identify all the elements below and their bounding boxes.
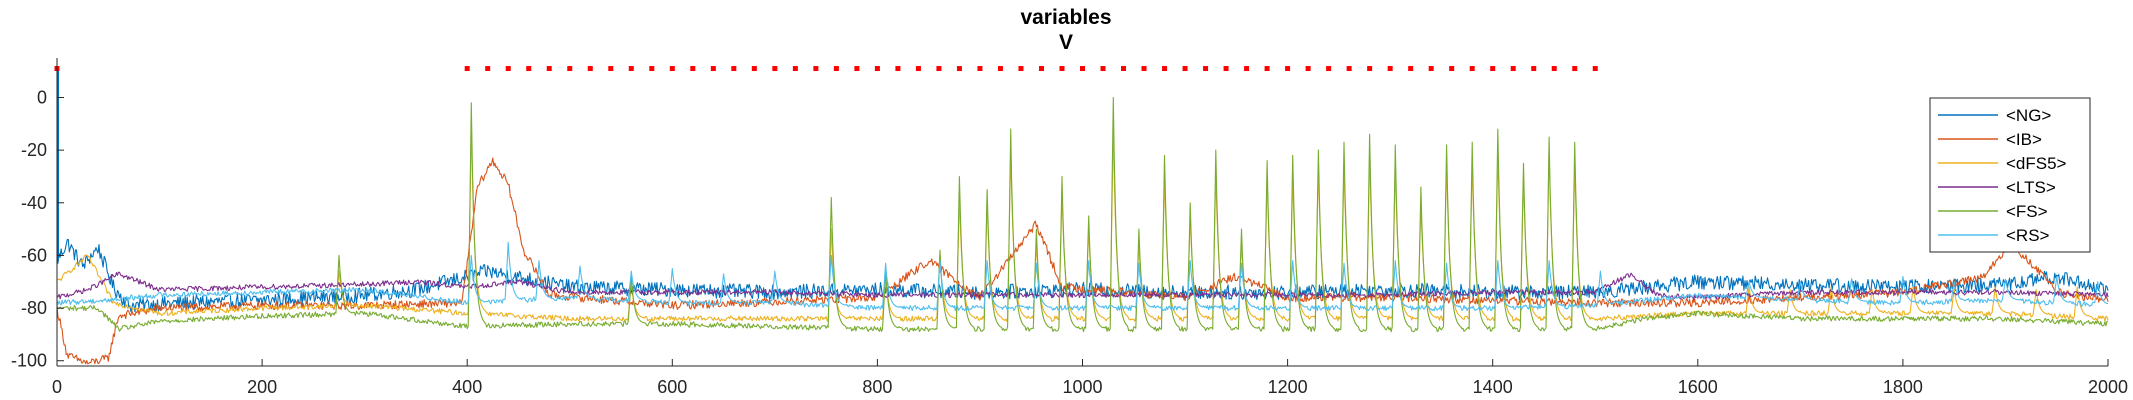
chart-title-line-2: V (1059, 31, 1073, 54)
series-line-fs (56, 96, 2108, 333)
stimulus-marker (1428, 66, 1434, 72)
stimulus-marker (1551, 66, 1557, 72)
stimulus-marker (1408, 66, 1414, 72)
stimulus-marker (690, 66, 696, 72)
stimulus-marker (731, 66, 737, 72)
stimulus-marker (1387, 66, 1393, 72)
series-line-lts (56, 271, 2109, 301)
stimulus-marker (1449, 66, 1455, 72)
stimulus-marker (874, 66, 880, 72)
stimulus-marker (936, 66, 942, 72)
stimulus-marker (1346, 66, 1352, 72)
stimulus-marker (1592, 66, 1598, 72)
series-line-rs (56, 241, 2108, 312)
stimulus-marker (1244, 66, 1250, 72)
stimulus-marker (669, 66, 675, 72)
legend-label: <RS> (2006, 226, 2050, 245)
stimulus-marker (485, 66, 491, 72)
stimulus-marker (751, 66, 757, 72)
chart-title-line-1: variables (1020, 6, 1111, 29)
x-tick-label: 1000 (1062, 377, 1102, 397)
y-tick-label: 0 (37, 87, 47, 107)
chart-title: variables V (1020, 6, 1111, 54)
axes: 0 200 400 600 800 1000 1200 1400 1600 1800 2000 0 -2… (11, 58, 2128, 397)
legend-label: <dFS5> (2006, 154, 2067, 173)
series-layer (56, 68, 2109, 365)
stimulus-marker (1018, 66, 1024, 72)
y-tick-label: -80 (21, 298, 47, 318)
stimulus-marker (1326, 66, 1332, 72)
stimulus-marker (1223, 66, 1229, 72)
stimulus-marker (1162, 66, 1168, 72)
legend-box (1929, 97, 2091, 253)
x-tick-label: 1800 (1883, 377, 1923, 397)
stimulus-marker (628, 66, 634, 72)
legend-label: <LTS> (2006, 178, 2056, 197)
stimulus-marker (895, 66, 901, 72)
stimulus-marker (1059, 66, 1065, 72)
stimulus-marker (1100, 66, 1106, 72)
y-tick-label: -40 (21, 193, 47, 213)
stimulus-marker (833, 66, 839, 72)
stimulus-marker (1305, 66, 1311, 72)
stimulus-marker (587, 66, 593, 72)
stimulus-marker (915, 66, 921, 72)
stimulus-marker (649, 66, 655, 72)
legend-label: <NG> (2006, 106, 2051, 125)
stimulus-marker (1490, 66, 1496, 72)
x-tick-label: 800 (862, 377, 892, 397)
stimulus-marker (1510, 66, 1516, 72)
x-tick-label: 200 (247, 377, 277, 397)
x-tick-label: 1200 (1268, 377, 1308, 397)
stimulus-marker (1080, 66, 1085, 72)
stimulus-marker (1531, 66, 1537, 72)
legend: <NG> <IB> <dFS5> <LTS> <FS> <RS> (1929, 97, 2091, 253)
stimulus-marker-layer (54, 66, 1598, 72)
stimulus-marker (1121, 66, 1127, 72)
stimulus-marker (1141, 66, 1147, 72)
x-tick-label: 2000 (2088, 377, 2128, 397)
stimulus-marker (526, 66, 532, 72)
x-tick-label: 0 (52, 377, 62, 397)
stimulus-marker (505, 66, 511, 72)
stimulus-marker (772, 66, 778, 72)
stimulus-marker (1572, 66, 1578, 72)
x-tick-label: 1400 (1473, 377, 1513, 397)
y-tick-label: -100 (11, 351, 47, 371)
stimulus-marker (464, 66, 470, 72)
stimulus-marker (977, 66, 983, 72)
stimulus-marker (710, 66, 716, 72)
stimulus-marker (608, 66, 614, 72)
stimulus-marker (1038, 66, 1044, 72)
stimulus-marker (1367, 66, 1373, 72)
stimulus-marker (1285, 66, 1291, 72)
stimulus-marker (956, 66, 962, 72)
series-line-ng (56, 238, 2109, 313)
x-tick-label: 600 (657, 377, 687, 397)
stimulus-marker (997, 66, 1003, 72)
series-line-dfs5 (56, 123, 2109, 322)
stimulus-marker (1469, 66, 1475, 72)
legend-label: <IB> (2006, 130, 2042, 149)
stimulus-marker (1264, 66, 1270, 72)
stimulus-marker (1203, 66, 1209, 72)
x-tick-label: 1600 (1678, 377, 1718, 397)
stimulus-marker (567, 66, 573, 72)
stimulus-marker (854, 66, 860, 72)
stimulus-marker (792, 66, 798, 72)
series-line-ib (56, 157, 2109, 365)
legend-label: <FS> (2006, 202, 2048, 221)
x-tick-label: 400 (452, 377, 482, 397)
y-tick-label: -60 (21, 245, 47, 265)
stimulus-marker (813, 66, 819, 72)
stimulus-marker (1182, 66, 1188, 72)
plot-area (54, 66, 2109, 365)
y-tick-label: -20 (21, 140, 47, 160)
stimulus-marker (546, 66, 552, 72)
